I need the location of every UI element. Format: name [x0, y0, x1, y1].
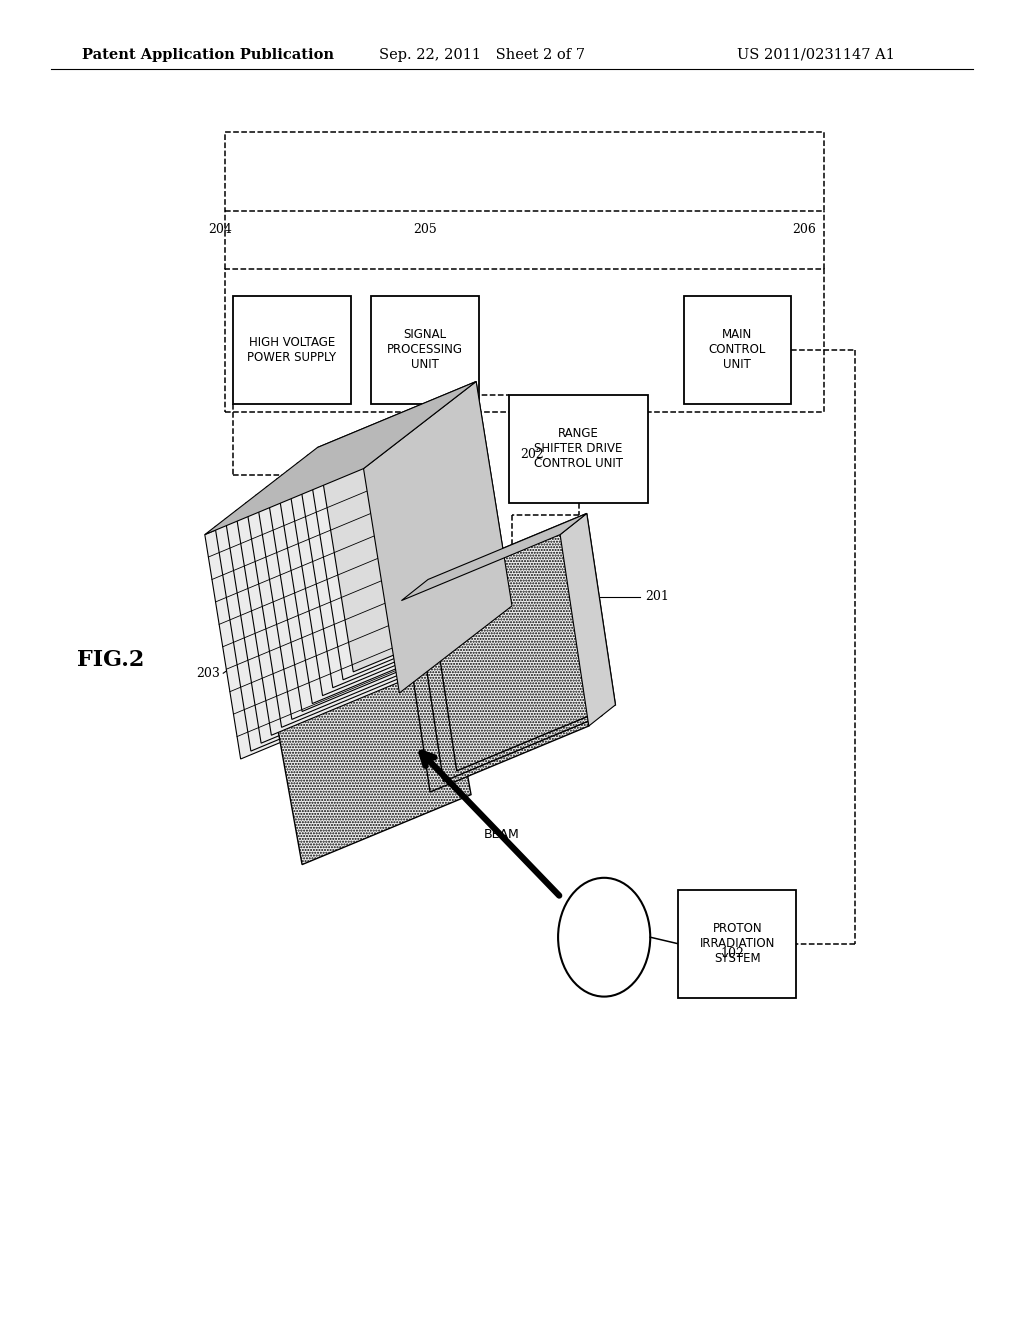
Text: US 2011/0231147 A1: US 2011/0231147 A1	[737, 48, 895, 62]
Text: 202: 202	[467, 536, 490, 549]
Polygon shape	[317, 381, 512, 672]
FancyBboxPatch shape	[678, 890, 797, 998]
FancyBboxPatch shape	[509, 395, 647, 503]
Text: 202: 202	[520, 447, 545, 461]
FancyBboxPatch shape	[371, 296, 478, 404]
Text: MAIN
CONTROL
UNIT: MAIN CONTROL UNIT	[709, 329, 766, 371]
Polygon shape	[246, 437, 440, 727]
Text: 205: 205	[413, 223, 437, 236]
Text: RANGE
SHIFTER DRIVE
CONTROL UNIT: RANGE SHIFTER DRIVE CONTROL UNIT	[535, 428, 623, 470]
Text: 102: 102	[720, 946, 744, 960]
FancyBboxPatch shape	[684, 296, 791, 404]
Polygon shape	[266, 421, 461, 711]
Polygon shape	[276, 413, 471, 704]
Polygon shape	[205, 469, 399, 759]
Polygon shape	[256, 429, 451, 719]
Polygon shape	[307, 389, 502, 680]
Text: 207: 207	[305, 834, 330, 847]
Polygon shape	[364, 381, 512, 693]
Polygon shape	[415, 524, 602, 781]
Text: BEAM: BEAM	[484, 828, 519, 841]
Polygon shape	[287, 405, 481, 696]
Text: SIGNAL
PROCESSING
UNIT: SIGNAL PROCESSING UNIT	[387, 329, 463, 371]
Polygon shape	[401, 535, 589, 792]
Polygon shape	[205, 381, 476, 535]
Text: HIGH VOLTAGE
POWER SUPPLY: HIGH VOLTAGE POWER SUPPLY	[247, 335, 337, 364]
Polygon shape	[236, 445, 430, 735]
Text: Patent Application Publication: Patent Application Publication	[82, 48, 334, 62]
Polygon shape	[297, 397, 492, 688]
Text: 206: 206	[792, 223, 816, 236]
Text: FIG.2: FIG.2	[77, 649, 144, 671]
Polygon shape	[225, 453, 420, 743]
Polygon shape	[428, 513, 615, 771]
Text: Sep. 22, 2011 Sheet 2 of 7: Sep. 22, 2011 Sheet 2 of 7	[379, 48, 585, 62]
Polygon shape	[215, 461, 410, 751]
Polygon shape	[560, 513, 615, 726]
Polygon shape	[401, 513, 587, 601]
Polygon shape	[271, 623, 471, 865]
Text: PROTON
IRRADIATION
SYSTEM: PROTON IRRADIATION SYSTEM	[699, 923, 775, 965]
Text: 201: 201	[645, 590, 669, 603]
FancyBboxPatch shape	[232, 296, 350, 404]
Text: 203: 203	[197, 667, 220, 680]
Text: 204: 204	[208, 223, 232, 236]
